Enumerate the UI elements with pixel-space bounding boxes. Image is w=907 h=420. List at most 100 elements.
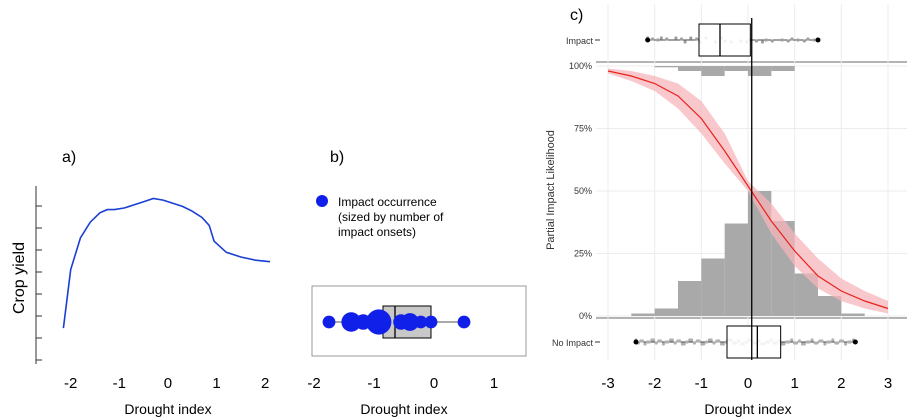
hist-bar-top [771,66,795,71]
jitter-point [674,36,678,40]
panel-c-xlabel: Drought index [704,401,791,417]
y-tick-label: 75% [574,124,592,134]
jitter-point [790,37,794,41]
jitter-point [786,39,790,43]
jitter-point [843,342,848,346]
hist-bar-bottom [841,313,865,316]
box [698,23,751,57]
y-tick-label: 25% [574,249,592,259]
jitter-point [669,338,673,342]
hist-bar-bottom [794,273,818,316]
jitter-point [659,36,663,40]
extreme-point [852,339,858,345]
jitter-point [700,342,704,346]
x-tick-label: 1 [212,375,220,392]
legend-line-1: Impact occurrence [338,195,437,209]
x-tick-label: 1 [490,375,498,392]
hist-bar-top [724,66,748,71]
jitter-point [704,340,709,344]
jitter-point [800,342,805,346]
jitter-point [683,40,687,44]
impact-point [401,313,419,331]
y-tick-label: 0% [579,311,592,321]
x-tick-label: 0 [430,375,438,392]
jitter-point [780,342,784,346]
jitter-point [826,340,830,344]
impact-point [414,315,428,329]
panel-c-xticks: -3 -2 -1 0 1 2 3 [601,375,892,392]
jitter-point [665,37,669,41]
impact-point [424,315,438,329]
hist-bar-bottom [818,296,842,316]
legend-line-3: impact onsets) [338,225,416,239]
jitter-point [646,340,650,344]
jitter-point [812,38,816,42]
jitter-point [810,338,814,342]
x-tick-label: 2 [837,375,845,392]
panel-c-ylabel: Partial Impact Likelihood [545,130,557,250]
jitter-point [754,39,759,43]
jitter-point [847,340,851,344]
legend-marker [316,195,328,207]
x-tick-label: -2 [64,375,77,392]
y-tick-label: 50% [574,186,592,196]
hist-bar-bottom [701,258,725,316]
jitter-point [785,340,789,344]
jitter-point [780,38,784,42]
jitter-point [643,342,647,346]
panel-a-xticks: -2 -1 0 1 2 [64,375,269,392]
panel-b-points [322,309,471,335]
panel-b: b) Impact occurrence (sized by number of… [307,149,527,417]
hist-bar-bottom [654,308,678,316]
jitter-point [802,39,806,43]
hist-bar-top [748,66,772,76]
x-tick-label: -2 [648,375,661,392]
jitter-point [797,339,802,343]
jitter-point [673,341,677,345]
jitter-point [790,338,794,342]
jitter-point [823,342,827,346]
panel-a-ylabel: Crop yield [11,242,28,314]
jitter-point [707,338,712,342]
x-tick-label: 0 [744,375,752,392]
panel-a: a) Crop yield Drought index -2 -1 0 1 2 [11,149,271,417]
jitter-point [685,340,689,344]
jitter-point [688,338,692,342]
panel-b-xlabel: Drought index [360,401,447,417]
impact-point [322,315,336,329]
confidence-band [608,68,888,314]
jitter-point [793,341,797,345]
impact-point [457,315,471,329]
jitter-point [831,338,835,342]
x-tick-label: -2 [307,375,320,392]
jitter-point [657,339,661,343]
panel-b-label: b) [330,149,344,166]
boxplot-label: No Impact [552,338,594,348]
jitter-point [680,342,685,346]
extreme-point [645,37,651,43]
jitter-point [806,37,810,41]
jitter-point [764,38,768,42]
jitter-point [796,38,800,42]
jitter-point [813,341,817,345]
panel-c-boxplots: Impact No Impact [552,23,858,359]
legend-line-2: (sized by number of [338,210,444,224]
panel-b-legend: Impact occurrence (sized by number of im… [338,195,444,239]
extreme-point [815,37,821,43]
jitter-point [834,341,838,345]
hist-bar-bottom [724,223,748,316]
impact-point [366,309,392,335]
y-tick-label: 100% [569,61,592,71]
impact-point [341,312,362,332]
jitter-point [695,339,699,343]
jitter-point [695,37,699,41]
x-tick-label: 3 [884,375,892,392]
jitter-point [654,341,658,345]
hist-bar-bottom [631,313,655,316]
x-tick-label: 1 [790,375,798,392]
x-tick-label: -1 [695,375,708,392]
extreme-point [633,339,639,345]
x-tick-label: -3 [601,375,614,392]
panel-b-xticks: -2 -1 0 1 [307,375,498,392]
jitter-point [679,37,684,41]
